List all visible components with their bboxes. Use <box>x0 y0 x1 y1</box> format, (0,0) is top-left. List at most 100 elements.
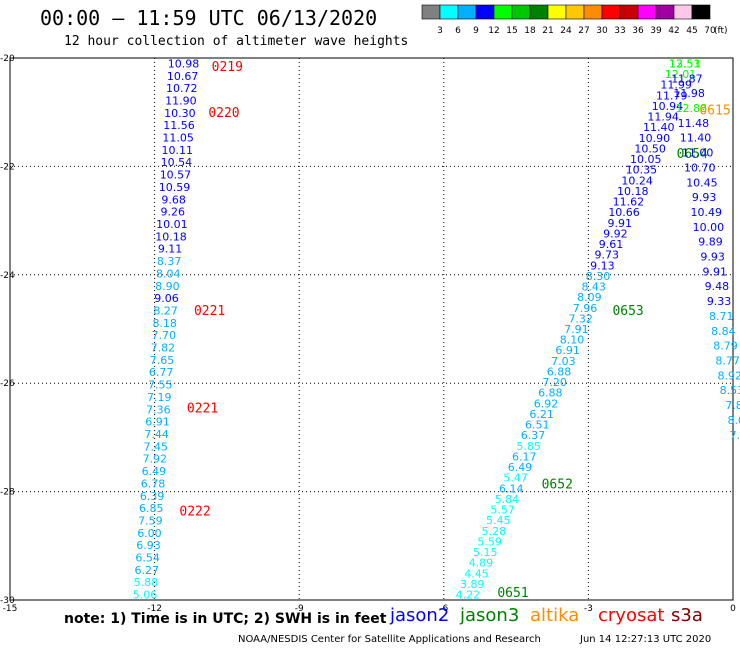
wave-height-label: 6.77 <box>149 366 174 379</box>
wave-height-label: 6.78 <box>141 477 166 490</box>
wave-height-label: 7.19 <box>147 391 172 404</box>
colorbar-tick-label: 3 <box>437 26 443 36</box>
wave-height-label: 8.53 <box>720 384 740 397</box>
wave-height-label: 10.59 <box>159 181 191 194</box>
colorbar-tick-label: 70 <box>704 26 716 36</box>
wave-height-label: 10.49 <box>690 206 722 219</box>
lat-tick-label: -28 <box>0 488 15 498</box>
pass-time-label: 0222 <box>179 505 210 520</box>
wave-height-label: 8.04 <box>156 267 181 280</box>
wave-height-label: 5.47 <box>503 472 528 485</box>
pass-time-label: 0654 <box>677 147 708 162</box>
wave-height-label: 11.48 <box>678 117 710 130</box>
wave-height-label: 7.36 <box>146 403 171 416</box>
wave-height-label: 11.40 <box>680 132 712 145</box>
wave-height-label: 10.72 <box>166 82 198 95</box>
wave-height-label: 6.54 <box>135 552 160 565</box>
wave-height-label: 11.79 <box>656 89 688 102</box>
wave-height-label: 7.03 <box>551 355 576 368</box>
wave-height-label: 3.89 <box>460 578 485 591</box>
colorbar-tick-label: 6 <box>455 26 461 36</box>
wave-height-label: 9.73 <box>594 249 619 262</box>
wave-height-label: 5.88 <box>134 576 159 589</box>
colorbar-tick-label: 27 <box>578 26 589 36</box>
lat-tick-label: -20 <box>0 54 15 64</box>
pass-time-label: 0615 <box>699 103 730 118</box>
wave-height-label: 11.90 <box>165 94 197 107</box>
footer-timestamp: Jun 14 12:27:13 UTC 2020 <box>580 634 712 645</box>
legend-item-cryosat: cryosat <box>598 605 665 626</box>
colorbar-tick-label: 45 <box>686 26 697 36</box>
wave-height-label: 9.61 <box>599 238 624 251</box>
wave-height-label: 8.77 <box>715 355 740 368</box>
wave-height-label: 6.49 <box>142 465 167 478</box>
pass-time-label: 0221 <box>187 402 218 417</box>
lat-tick-label: -22 <box>0 162 15 172</box>
colorbar: 3 6 9 12 15 18 21 24 27 30 33 36 39 42 45 70(ft) <box>421 4 728 36</box>
lat-tick-label: -26 <box>0 379 15 389</box>
lon-tick-label: -15 <box>3 604 18 614</box>
legend-item-altika: altika <box>530 605 580 626</box>
wave-height-label: 7.8 <box>725 399 740 412</box>
lat-tick-label: -24 <box>0 271 15 281</box>
wave-height-label: 9.93 <box>700 251 725 264</box>
wave-height-label: 11.00 <box>682 147 714 160</box>
wave-height-label: 7.92 <box>143 453 168 466</box>
wave-height-label: 7.96 <box>573 302 598 315</box>
wave-height-label: 11.05 <box>162 132 194 145</box>
colorbar-tick-label: 15 <box>506 26 517 36</box>
wave-height-label: 7.65 <box>150 354 175 367</box>
wave-height-label: 9.11 <box>158 243 183 256</box>
wave-height-label: 13.53 <box>669 57 701 70</box>
wave-height-label: 10.70 <box>684 161 716 174</box>
pass-time-label: 0219 <box>212 60 243 75</box>
wave-height-label: 9.68 <box>161 193 186 206</box>
wave-height-label: 8.92 <box>718 369 740 382</box>
wave-height-label: 8.90 <box>155 280 180 293</box>
pass-time-label: 0652 <box>542 477 573 492</box>
wave-height-label: 8.27 <box>153 304 178 317</box>
wave-height-label: 5.84 <box>495 493 520 506</box>
wave-height-label: 10.30 <box>164 107 196 120</box>
colorbar-tick-label: 24 <box>560 26 572 36</box>
colorbar-tick-label: 33 <box>614 26 625 36</box>
wave-height-label: 4.45 <box>464 567 489 580</box>
lon-tick-label: -12 <box>147 604 162 614</box>
wave-height-label: 5.59 <box>477 535 502 548</box>
wave-height-label: 10.00 <box>693 221 725 234</box>
wave-height-label: 10.98 <box>168 57 200 70</box>
wave-height-label: 6.00 <box>137 527 162 540</box>
wave-height-label: 11.56 <box>163 119 195 132</box>
wave-height-label: 4.89 <box>469 557 494 570</box>
colorbar-tick-label: 21 <box>542 26 553 36</box>
colorbar-tick-label: 36 <box>632 26 644 36</box>
wave-height-label: 10.45 <box>686 176 718 189</box>
wave-height-label: 7.32 <box>568 312 593 325</box>
legend-item-s3a: s3a <box>671 605 703 626</box>
colorbar-unit-label: (ft) <box>714 26 728 36</box>
wave-height-label: 5.15 <box>473 546 498 559</box>
wave-height-label: 6.93 <box>136 539 161 552</box>
wave-height-label: 9.93 <box>692 191 717 204</box>
wave-height-label: 11.94 <box>647 111 679 124</box>
wave-height-label: 10.90 <box>639 132 671 145</box>
colorbar-tick-label: 30 <box>596 26 608 36</box>
wave-height-label: 7.59 <box>138 514 163 527</box>
wave-height-label: 8.37 <box>157 255 182 268</box>
colorbar-tick-label: 39 <box>650 26 662 36</box>
wave-height-label: 6.92 <box>534 397 559 410</box>
footer-credit: NOAA/NESDIS Center for Satellite Applica… <box>238 634 541 645</box>
lon-tick-label: -6 <box>439 604 448 614</box>
colorbar-tick-label: 12 <box>488 26 499 36</box>
wave-height-label: 10.66 <box>608 206 640 219</box>
wave-height-label: 10.50 <box>634 142 666 155</box>
pass-time-label: 0220 <box>208 106 239 121</box>
wave-height-label: 6.14 <box>499 482 524 495</box>
wave-height-label: 10.18 <box>617 185 649 198</box>
wave-height-label: 9.26 <box>161 206 186 219</box>
wave-height-label: 5.06 <box>133 589 158 602</box>
wave-height-label: 12.51 <box>669 57 701 70</box>
wave-height-label: 7.70 <box>152 329 177 342</box>
wave-height-label: 8.10 <box>560 334 585 347</box>
